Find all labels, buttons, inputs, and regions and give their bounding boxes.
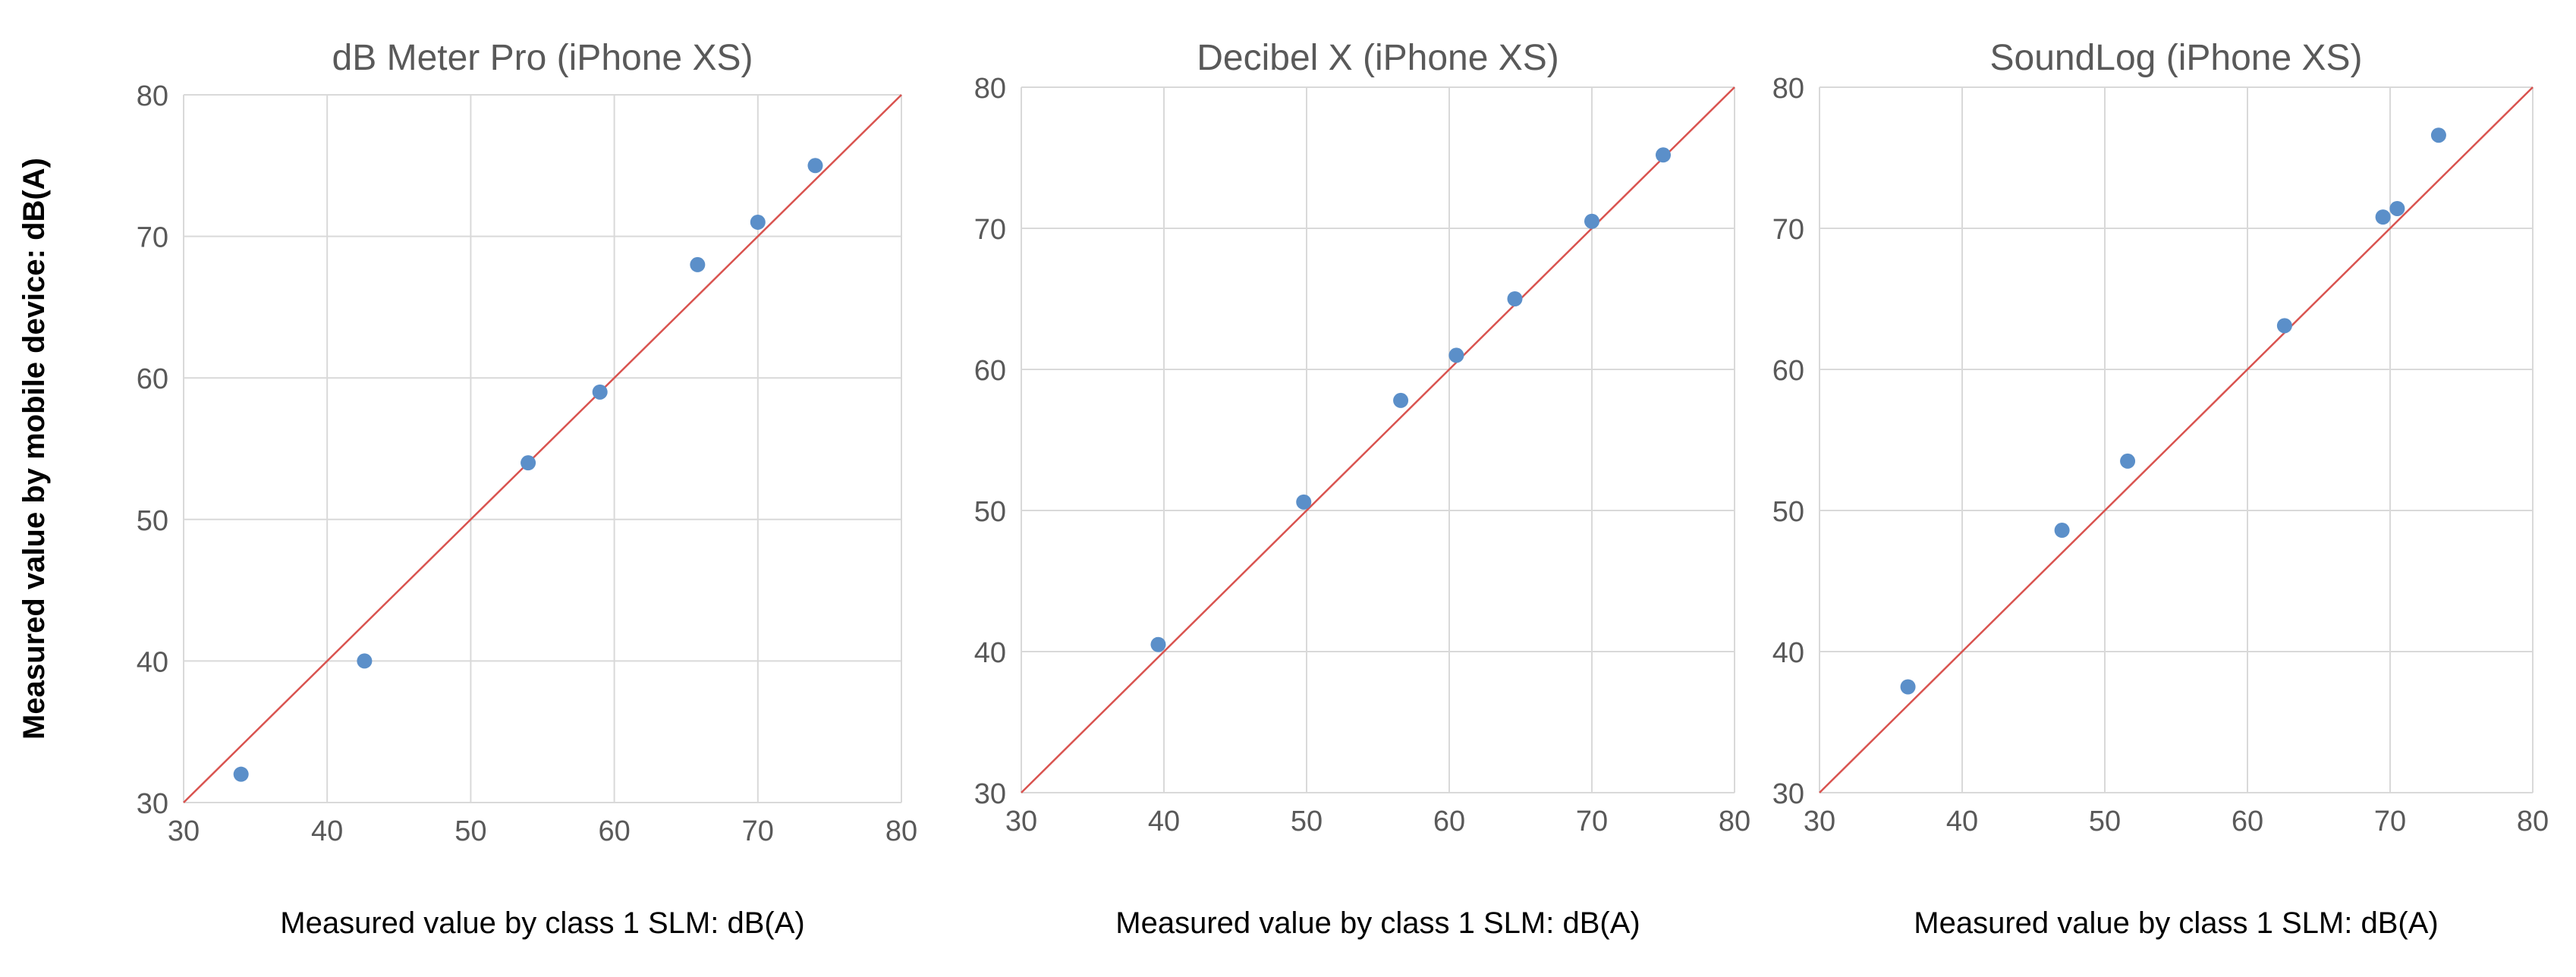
y-tick-label: 30 <box>974 778 1006 810</box>
y-tick-label: 50 <box>1772 496 1804 528</box>
y-tick-label: 30 <box>137 788 168 820</box>
y-tick-label: 40 <box>1772 637 1804 669</box>
data-point <box>2120 453 2136 469</box>
x-tick-label: 30 <box>168 815 200 847</box>
reference-line <box>1819 86 2534 793</box>
chart-title: Decibel X (iPhone XS) <box>1197 38 1559 78</box>
data-point <box>233 766 249 782</box>
y-tick-label: 70 <box>974 214 1006 246</box>
x-tick-label: 80 <box>2517 806 2549 837</box>
x-axis-label: Measured value by class 1 SLM: dB(A) <box>1914 906 2438 940</box>
x-tick-label: 50 <box>1291 806 1323 837</box>
x-tick-label: 70 <box>1576 806 1608 837</box>
data-point <box>1584 213 1599 229</box>
data-point <box>1448 347 1464 363</box>
x-axis-label: Measured value by class 1 SLM: dB(A) <box>280 906 804 940</box>
x-axis-label: Measured value by class 1 SLM: dB(A) <box>1115 906 1640 940</box>
data-point <box>690 256 706 272</box>
data-point <box>1656 147 1671 163</box>
chart-panel-2: 30 40 50 60 70 80 30 40 50 60 70 80 Decibel X (iPhon… <box>974 38 1750 940</box>
x-tick-label: 70 <box>742 815 774 847</box>
reference-line <box>183 94 902 803</box>
y-tick-label: 40 <box>974 637 1006 669</box>
chart-title: dB Meter Pro (iPhone XS) <box>332 38 753 78</box>
x-tick-label: 70 <box>2374 806 2406 837</box>
data-point <box>1296 494 1312 510</box>
y-tick-label: 70 <box>137 222 168 254</box>
y-tick-label: 80 <box>137 80 168 112</box>
x-tick-label: 50 <box>454 815 486 847</box>
chart-panel-3: 30 40 50 60 70 80 30 40 50 60 70 80 SoundLog (iPhone… <box>1772 38 2549 940</box>
data-point <box>1150 636 1166 652</box>
x-tick-label: 40 <box>311 815 343 847</box>
data-point <box>357 653 373 669</box>
y-tick-label: 60 <box>137 363 168 395</box>
data-point <box>592 384 608 400</box>
data-point <box>2375 209 2391 225</box>
data-point <box>2389 200 2405 216</box>
y-axis-label: Measured value by mobile device: dB(A) <box>17 158 51 740</box>
data-point <box>521 455 536 471</box>
y-tick-label: 30 <box>1772 778 1804 810</box>
data-point <box>2054 523 2070 539</box>
x-tick-label: 80 <box>885 815 917 847</box>
x-tick-label: 60 <box>2232 806 2263 837</box>
y-tick-label: 80 <box>974 73 1006 105</box>
data-point <box>1900 679 1916 695</box>
x-tick-label: 30 <box>1804 806 1835 837</box>
reference-line <box>1021 86 1735 793</box>
data-point <box>1393 392 1409 408</box>
y-tick-label: 80 <box>1772 73 1804 105</box>
y-tick-label: 50 <box>137 505 168 537</box>
x-tick-label: 30 <box>1005 806 1037 837</box>
data-point <box>2430 127 2446 143</box>
y-tick-label: 60 <box>974 355 1006 387</box>
y-tick-label: 60 <box>1772 355 1804 387</box>
x-tick-label: 60 <box>1433 806 1465 837</box>
x-tick-label: 50 <box>2089 806 2121 837</box>
chart-title: SoundLog (iPhone XS) <box>1989 38 2362 78</box>
y-tick-label: 70 <box>1772 214 1804 246</box>
x-tick-label: 40 <box>1946 806 1978 837</box>
data-point <box>1507 291 1523 306</box>
y-tick-label: 50 <box>974 496 1006 528</box>
x-tick-label: 60 <box>598 815 630 847</box>
data-point <box>2276 318 2292 334</box>
x-tick-label: 40 <box>1148 806 1180 837</box>
data-point <box>807 158 823 174</box>
data-point <box>750 214 766 230</box>
chart-panel-1: 30 40 50 60 70 80 30 40 50 60 70 80 dB Meter Pro (iP… <box>17 38 917 940</box>
y-tick-label: 40 <box>137 646 168 678</box>
x-tick-label: 80 <box>1719 806 1750 837</box>
